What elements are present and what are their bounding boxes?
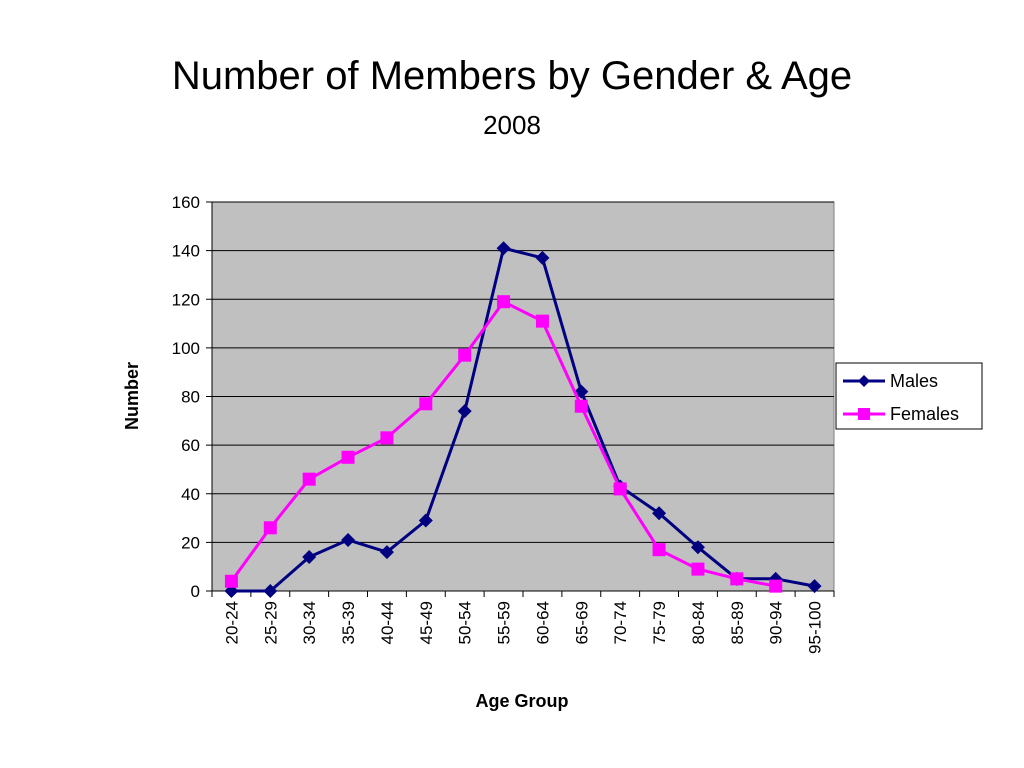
y-tick-label: 0	[191, 582, 200, 601]
y-tick-label: 40	[181, 485, 200, 504]
y-axis-title: Number	[122, 362, 142, 430]
data-point-females	[380, 431, 394, 445]
x-tick-label: 75-79	[650, 601, 669, 644]
y-tick-label: 100	[172, 339, 200, 358]
x-tick-label: 35-39	[339, 601, 358, 644]
x-tick-label: 25-29	[261, 601, 280, 644]
data-point-males	[341, 532, 356, 547]
axes	[206, 201, 835, 597]
data-point-females	[458, 348, 472, 362]
y-tick-labels: 0 20 40 60 80 100 120 140 160	[172, 193, 200, 601]
series-males	[224, 241, 822, 598]
x-tick-label: 80-84	[689, 601, 708, 644]
x-tick-label: 65-69	[572, 601, 591, 644]
x-tick-label: 60-64	[533, 601, 552, 644]
data-point-males	[807, 579, 822, 594]
chart-title: Number of Members by Gender & Age	[171, 54, 853, 98]
y-tick-label: 80	[181, 388, 200, 407]
x-tick-label: 40-44	[378, 601, 397, 644]
x-tick-label: 90-94	[767, 601, 786, 644]
x-tick-label: 55-59	[495, 601, 514, 644]
y-tick-label: 20	[181, 533, 200, 552]
x-tick-label: 50-54	[456, 601, 475, 644]
y-tick-label: 140	[172, 242, 200, 261]
y-tick-label: 160	[172, 193, 200, 212]
x-tick-label: 70-74	[611, 601, 630, 644]
data-point-females	[302, 472, 316, 486]
gridlines	[212, 201, 834, 543]
legend-label-females: Females	[890, 404, 959, 424]
data-point-males	[379, 545, 394, 560]
data-point-females	[574, 399, 588, 413]
data-point-males	[652, 506, 667, 521]
legend-label-males: Males	[890, 371, 938, 391]
x-tick-label: 95-100	[806, 601, 825, 654]
data-point-males	[690, 540, 705, 555]
x-tick-label: 30-34	[300, 601, 319, 644]
data-point-males	[263, 584, 278, 598]
data-point-females	[497, 295, 511, 309]
y-tick-label: 60	[181, 436, 200, 455]
data-point-females	[652, 543, 666, 557]
series-layer	[224, 241, 822, 598]
legend-marker-males	[858, 375, 870, 387]
chart-subtitle: 2008	[483, 110, 541, 140]
data-point-males	[418, 513, 433, 528]
legend-marker-females	[858, 408, 870, 420]
series-line-males	[231, 246, 815, 593]
x-tick-label: 45-49	[417, 601, 436, 644]
series-females	[224, 295, 783, 593]
data-point-females	[535, 314, 549, 328]
legend: Males Females	[835, 362, 983, 430]
x-tick-label: 85-89	[728, 601, 747, 644]
data-point-females	[263, 521, 277, 535]
data-point-females	[769, 579, 783, 593]
data-point-females	[691, 562, 705, 576]
data-point-females	[224, 574, 238, 588]
data-point-females	[341, 450, 355, 464]
data-point-males	[535, 250, 550, 265]
data-point-males	[302, 549, 317, 564]
x-axis-title: Age Group	[476, 691, 569, 711]
x-tick-label: 20-24	[222, 601, 241, 644]
data-point-males	[496, 241, 511, 256]
data-point-females	[730, 572, 744, 586]
y-tick-label: 120	[172, 290, 200, 309]
data-point-males	[457, 404, 472, 419]
x-tick-labels: 20-24 25-29 30-34 35-39 40-44 45-49 50-54 55-59…	[222, 601, 824, 654]
data-point-females	[419, 397, 433, 411]
data-point-females	[613, 482, 627, 496]
